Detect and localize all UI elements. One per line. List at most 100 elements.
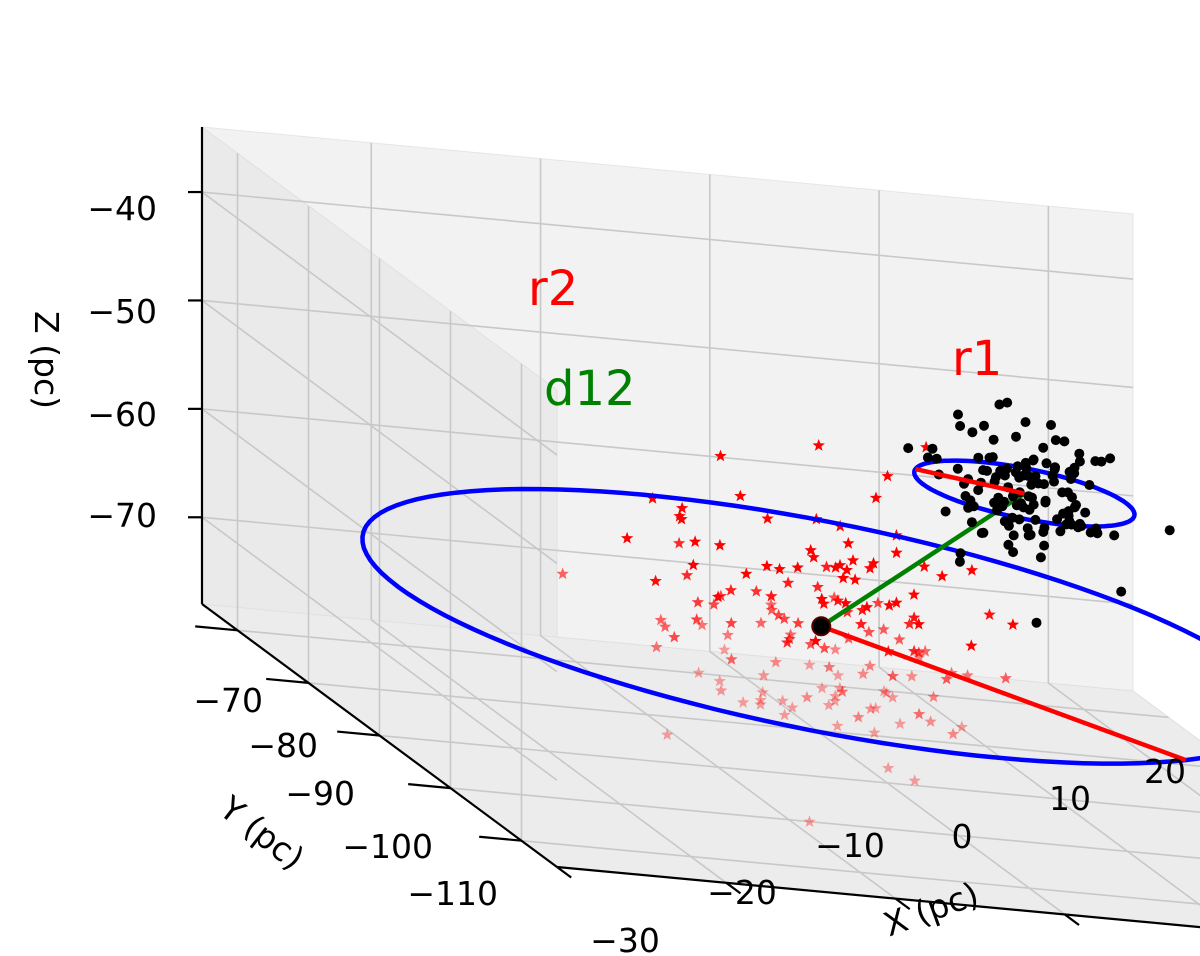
star-point bbox=[783, 632, 796, 645]
dot-point bbox=[1046, 420, 1056, 430]
x-tick bbox=[1064, 913, 1080, 926]
star-point bbox=[869, 701, 882, 714]
dot-point bbox=[988, 434, 999, 445]
star-point bbox=[999, 671, 1012, 684]
gridline bbox=[201, 299, 558, 565]
star-point bbox=[940, 672, 953, 685]
star-point bbox=[773, 562, 786, 575]
star-point bbox=[831, 719, 844, 732]
dot-point bbox=[1067, 492, 1077, 503]
z-tick-label: −50 bbox=[87, 292, 157, 331]
dot-point bbox=[1003, 539, 1014, 550]
dot-point bbox=[978, 527, 989, 538]
dot-point bbox=[1028, 499, 1039, 510]
star-point bbox=[886, 669, 899, 682]
star-point bbox=[839, 596, 852, 609]
gridline bbox=[201, 191, 1134, 280]
dot-point bbox=[1055, 526, 1066, 537]
star-point bbox=[907, 644, 921, 657]
star-point bbox=[690, 613, 703, 625]
y-tick bbox=[479, 835, 522, 842]
star-point bbox=[893, 633, 906, 645]
star-point bbox=[776, 694, 789, 707]
dot-point bbox=[1038, 442, 1049, 453]
dot-point bbox=[1105, 453, 1116, 464]
star-point bbox=[983, 608, 996, 620]
star-point bbox=[778, 612, 791, 625]
star-point bbox=[649, 574, 662, 587]
star-point bbox=[650, 640, 663, 653]
dot-point bbox=[1010, 467, 1021, 478]
y-tick-labels: −110 −100 −90 −80 −70 bbox=[193, 681, 498, 913]
star-point bbox=[828, 591, 841, 603]
annotation-r2: r2 bbox=[528, 261, 578, 317]
star-point bbox=[809, 634, 822, 647]
dot-point bbox=[1071, 500, 1081, 510]
dot-point bbox=[1065, 474, 1076, 484]
star-point bbox=[800, 690, 814, 703]
dot-point bbox=[967, 427, 978, 438]
dot-point bbox=[1064, 516, 1075, 526]
star-point bbox=[920, 440, 933, 453]
dot-point bbox=[1020, 457, 1031, 468]
star-point bbox=[820, 560, 833, 573]
star-point bbox=[868, 726, 881, 738]
star-point bbox=[836, 685, 849, 697]
dot-point bbox=[1109, 530, 1120, 541]
dot-point bbox=[994, 399, 1005, 410]
star-point bbox=[837, 571, 850, 584]
star-point bbox=[880, 686, 893, 699]
star-point bbox=[691, 595, 705, 608]
star-point bbox=[740, 567, 753, 580]
star-point bbox=[765, 603, 778, 616]
dot-point bbox=[940, 506, 951, 517]
x-axis-line bbox=[556, 865, 1200, 929]
star-point bbox=[754, 616, 768, 629]
star-point bbox=[1006, 618, 1020, 630]
dot-point bbox=[903, 443, 914, 454]
dot-point bbox=[1041, 458, 1052, 469]
star-point bbox=[846, 554, 860, 566]
star-point bbox=[815, 681, 829, 694]
y-tick bbox=[195, 625, 238, 632]
star-point bbox=[754, 698, 767, 710]
dot-point bbox=[963, 502, 974, 513]
gridline bbox=[201, 191, 558, 456]
dot-point bbox=[1047, 470, 1058, 481]
y-tick bbox=[266, 677, 309, 684]
y-tick-label: −80 bbox=[248, 726, 318, 765]
dot-point bbox=[1002, 397, 1013, 408]
star-point bbox=[654, 613, 667, 626]
dot-point bbox=[1028, 454, 1039, 465]
star-point bbox=[918, 560, 931, 572]
star-point bbox=[877, 623, 890, 635]
x-tick bbox=[556, 866, 572, 879]
star-point bbox=[680, 568, 694, 581]
star-point bbox=[734, 489, 747, 502]
annotation-r1: r1 bbox=[952, 331, 1002, 387]
star-point bbox=[913, 651, 926, 663]
dot-point bbox=[973, 485, 984, 496]
dot-point bbox=[927, 443, 938, 454]
star-point bbox=[803, 658, 816, 671]
dot-point bbox=[1074, 456, 1085, 467]
star-point bbox=[871, 596, 885, 609]
star-point bbox=[724, 583, 737, 596]
z-tick-label: −40 bbox=[87, 189, 157, 228]
star-point bbox=[927, 690, 940, 703]
star-point bbox=[778, 708, 791, 721]
star-point bbox=[955, 720, 968, 733]
x-tick-label: 0 bbox=[952, 817, 973, 856]
star-point bbox=[803, 815, 816, 827]
group1-circle bbox=[360, 486, 1200, 766]
x-tick-labels: −30 −20 −10 0 10 20 bbox=[590, 752, 1186, 956]
x-tick-label: −20 bbox=[707, 873, 777, 912]
star-point bbox=[815, 592, 828, 605]
dot-point bbox=[1050, 435, 1061, 446]
dot-point bbox=[1092, 528, 1103, 539]
gridline bbox=[308, 682, 1200, 768]
y-tick-label: −110 bbox=[407, 874, 498, 913]
dot-point bbox=[952, 463, 963, 474]
star-point bbox=[721, 628, 734, 641]
